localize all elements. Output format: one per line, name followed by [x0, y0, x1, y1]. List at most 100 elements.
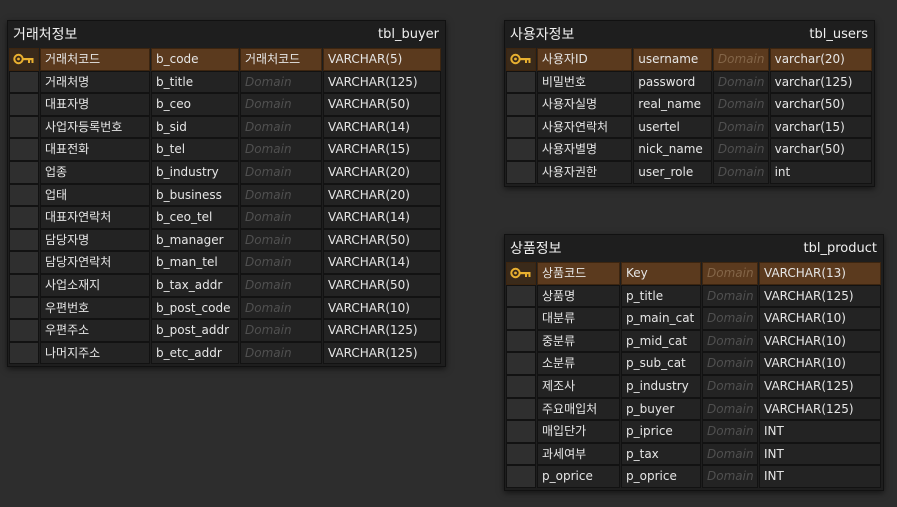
column-logical-name: 제조사 — [537, 374, 620, 398]
column-row[interactable]: 대표자명 b_ceo Domain VARCHAR(50) — [9, 93, 444, 116]
column-datatype: VARCHAR(10) — [323, 296, 441, 320]
table-columns: 상품코드 Key Domain VARCHAR(13) 상품명 p_title Domain… — [505, 261, 883, 490]
column-physical-name: b_post_addr — [151, 319, 239, 342]
column-physical-name: usertel — [633, 115, 712, 139]
column-domain: Domain — [702, 374, 758, 398]
column-physical-name: username — [633, 48, 712, 71]
column-logical-name: 우편주소 — [40, 319, 150, 342]
column-row[interactable]: 대표자연락처 b_ceo_tel Domain VARCHAR(14) — [9, 206, 444, 229]
table-header[interactable]: 상품정보 tbl_product — [505, 235, 883, 261]
column-physical-name: real_name — [633, 93, 712, 116]
column-physical-name: p_buyer — [621, 397, 701, 421]
column-row[interactable]: 담당자명 b_manager Domain VARCHAR(50) — [9, 228, 444, 252]
column-physical-name: p_main_cat — [621, 307, 701, 330]
table-columns: 거래처코드 b_code 거래처코드 VARCHAR(5) 거래처명 b_title Dom… — [8, 47, 445, 366]
key-cell — [506, 262, 536, 285]
column-row[interactable]: 비밀번호 password Domain varchar(125) — [506, 70, 873, 94]
column-logical-name: 사용자ID — [536, 48, 633, 71]
column-datatype: INT — [759, 442, 881, 466]
column-logical-name: 과세여부 — [537, 442, 620, 466]
column-row[interactable]: 사업자등록번호 b_sid Domain VARCHAR(14) — [9, 115, 444, 139]
column-row[interactable]: 사용자별명 nick_name Domain varchar(50) — [506, 138, 873, 161]
table-users[interactable]: 사용자정보 tbl_users 사용자ID username Domain varch… — [504, 20, 875, 187]
column-row[interactable]: 중분류 p_mid_cat Domain VARCHAR(10) — [506, 329, 882, 353]
column-datatype: VARCHAR(125) — [759, 397, 881, 421]
column-row[interactable]: 나머지주소 b_etc_addr Domain VARCHAR(125) — [9, 341, 444, 365]
column-datatype: VARCHAR(125) — [323, 341, 441, 365]
column-row[interactable]: 우편번호 b_post_code Domain VARCHAR(10) — [9, 296, 444, 320]
pk-column-row[interactable]: 사용자ID username Domain varchar(20) — [506, 48, 873, 71]
key-cell — [506, 352, 536, 375]
key-cell — [506, 70, 536, 94]
column-logical-name: 소분류 — [537, 352, 620, 375]
column-domain: Domain — [712, 138, 769, 161]
column-logical-name: 사용자실명 — [536, 93, 633, 116]
column-domain: Domain — [240, 273, 322, 297]
column-row[interactable]: 제조사 p_industry Domain VARCHAR(125) — [506, 374, 882, 398]
column-datatype: VARCHAR(5) — [323, 48, 441, 71]
key-cell — [506, 420, 536, 443]
column-logical-name: 대표자연락처 — [40, 206, 150, 229]
column-domain: Domain — [702, 397, 758, 421]
column-row[interactable]: 주요매입처 p_buyer Domain VARCHAR(125) — [506, 397, 882, 421]
table-logical-name: 사용자정보 — [510, 27, 575, 43]
key-cell — [9, 273, 39, 297]
column-physical-name: b_manager — [151, 228, 239, 252]
column-physical-name: nick_name — [633, 138, 712, 161]
column-domain: Domain — [240, 296, 322, 320]
column-row[interactable]: 사용자권한 user_role Domain int — [506, 160, 873, 184]
column-logical-name: 사용자권한 — [536, 160, 633, 184]
column-row[interactable]: 업종 b_industry Domain VARCHAR(20) — [9, 160, 444, 184]
column-domain: Domain — [240, 115, 322, 139]
column-physical-name: b_man_tel — [151, 251, 239, 274]
column-datatype: VARCHAR(14) — [323, 206, 441, 229]
column-logical-name: 사업소재지 — [40, 273, 150, 297]
column-domain: Domain — [240, 319, 322, 342]
column-domain: Domain — [240, 228, 322, 252]
column-row[interactable]: 상품명 p_title Domain VARCHAR(125) — [506, 284, 882, 308]
column-row[interactable]: 업태 b_business Domain VARCHAR(20) — [9, 183, 444, 207]
column-datatype: VARCHAR(10) — [759, 329, 881, 353]
primary-key-icon — [510, 267, 532, 279]
pk-column-row[interactable]: 거래처코드 b_code 거래처코드 VARCHAR(5) — [9, 48, 444, 71]
column-row[interactable]: 담당자연락처 b_man_tel Domain VARCHAR(14) — [9, 251, 444, 274]
column-physical-name: b_tel — [151, 138, 239, 161]
column-row[interactable]: 우편주소 b_post_addr Domain VARCHAR(125) — [9, 319, 444, 342]
column-domain: Domain — [240, 138, 322, 161]
column-logical-name: 우편번호 — [40, 296, 150, 320]
table-physical-name: tbl_product — [803, 240, 877, 256]
column-row[interactable]: 매입단가 p_iprice Domain INT — [506, 420, 882, 443]
column-domain: Domain — [702, 465, 758, 488]
column-row[interactable]: 대표전화 b_tel Domain VARCHAR(15) — [9, 138, 444, 161]
column-logical-name: 매입단가 — [537, 420, 620, 443]
column-datatype: VARCHAR(15) — [323, 138, 441, 161]
column-row[interactable]: p_oprice p_oprice Domain INT — [506, 465, 882, 488]
column-datatype: VARCHAR(10) — [759, 352, 881, 375]
table-product[interactable]: 상품정보 tbl_product 상품코드 Key Domain VARCHAR(13… — [504, 234, 884, 491]
column-row[interactable]: 소분류 p_sub_cat Domain VARCHAR(10) — [506, 352, 882, 375]
column-row[interactable]: 대분류 p_main_cat Domain VARCHAR(10) — [506, 307, 882, 330]
table-physical-name: tbl_users — [809, 26, 868, 42]
column-logical-name: 상품명 — [537, 284, 620, 308]
table-buyer[interactable]: 거래처정보 tbl_buyer 거래처코드 b_code 거래처코드 VARCHAR(… — [7, 20, 446, 368]
column-domain: Domain — [240, 206, 322, 229]
column-physical-name: p_tax — [621, 442, 701, 466]
column-datatype: varchar(15) — [769, 115, 873, 139]
column-domain: Domain — [702, 352, 758, 375]
column-row[interactable]: 사용자연락처 usertel Domain varchar(15) — [506, 115, 873, 139]
column-datatype: VARCHAR(125) — [323, 319, 441, 342]
column-datatype: VARCHAR(50) — [323, 93, 441, 116]
key-cell — [506, 284, 536, 308]
column-domain: Domain — [712, 93, 769, 116]
column-row[interactable]: 사업소재지 b_tax_addr Domain VARCHAR(50) — [9, 273, 444, 297]
table-header[interactable]: 사용자정보 tbl_users — [505, 21, 874, 47]
column-datatype: VARCHAR(10) — [759, 307, 881, 330]
key-cell — [506, 465, 536, 488]
pk-column-row[interactable]: 상품코드 Key Domain VARCHAR(13) — [506, 262, 882, 285]
table-header[interactable]: 거래처정보 tbl_buyer — [8, 21, 445, 47]
column-row[interactable]: 거래처명 b_title Domain VARCHAR(125) — [9, 70, 444, 94]
column-row[interactable]: 과세여부 p_tax Domain INT — [506, 442, 882, 466]
column-row[interactable]: 사용자실명 real_name Domain varchar(50) — [506, 93, 873, 116]
column-domain: Domain — [240, 93, 322, 116]
column-physical-name: b_business — [151, 183, 239, 207]
